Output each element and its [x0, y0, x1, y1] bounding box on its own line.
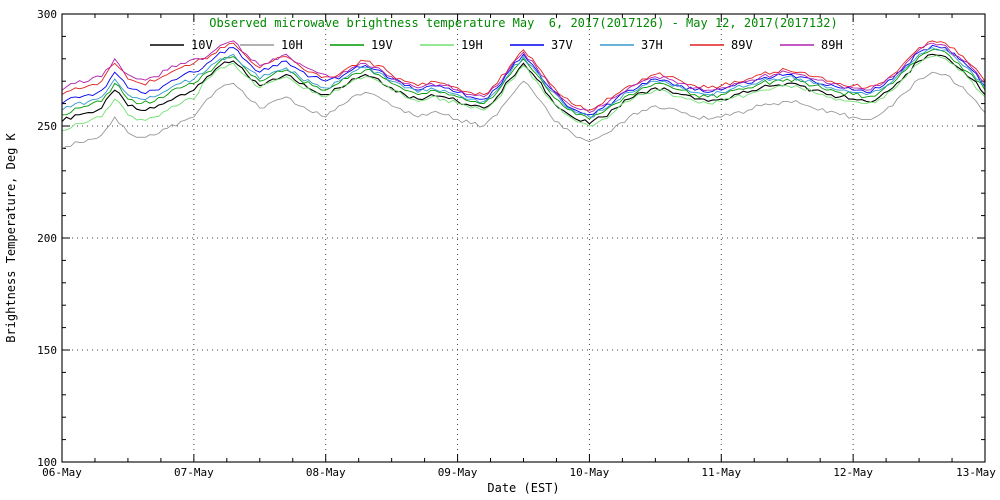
y-tick-label: 100: [37, 456, 57, 469]
plot-frame: [61, 13, 986, 463]
x-tick-label: 12-May: [833, 466, 873, 479]
y-tick-label: 200: [37, 232, 57, 245]
legend-label-19V: 19V: [371, 38, 393, 52]
tick-labels: 06-May 07-May 08-May 09-May 10-May 11-May 12-M…: [37, 8, 996, 479]
legend-label-89V: 89V: [731, 38, 753, 52]
series-line-10V: [61, 53, 986, 125]
series-line-10H: [61, 71, 986, 149]
series-line-89V: [61, 40, 986, 111]
legend-label-19H: 19H: [461, 38, 483, 52]
legend-label-37H: 37H: [641, 38, 663, 52]
x-axis-label: Date (EST): [487, 481, 560, 495]
axis-ticks: [61, 13, 986, 463]
y-tick-label: 150: [37, 344, 57, 357]
x-tick-label: 08-May: [306, 466, 346, 479]
legend-label-10V: 10V: [191, 38, 213, 52]
data-series: [61, 40, 986, 149]
x-tick-label: 11-May: [701, 466, 741, 479]
series-line-19V: [61, 48, 986, 120]
x-tick-label: 06-May: [42, 466, 82, 479]
x-tick-label: 09-May: [438, 466, 478, 479]
y-tick-label: 250: [37, 120, 57, 133]
legend-label-89H: 89H: [821, 38, 843, 52]
legend-label-10H: 10H: [281, 38, 303, 52]
x-tick-label: 07-May: [174, 466, 214, 479]
x-tick-label: 10-May: [570, 466, 610, 479]
x-tick-label: 13-May: [956, 466, 996, 479]
legend: 10V 10H 19V 19H 37V 37H 89V 89H: [150, 38, 843, 52]
series-line-89H: [61, 40, 986, 114]
legend-label-37V: 37V: [551, 38, 573, 52]
chart-title: Observed microwave brightness temperatur…: [209, 16, 838, 30]
series-line-37V: [61, 44, 986, 116]
y-axis-label: Brightness Temperature, Deg K: [4, 133, 18, 343]
y-tick-label: 300: [37, 8, 57, 21]
series-line-37H: [61, 47, 986, 118]
series-line-19H: [61, 55, 986, 131]
